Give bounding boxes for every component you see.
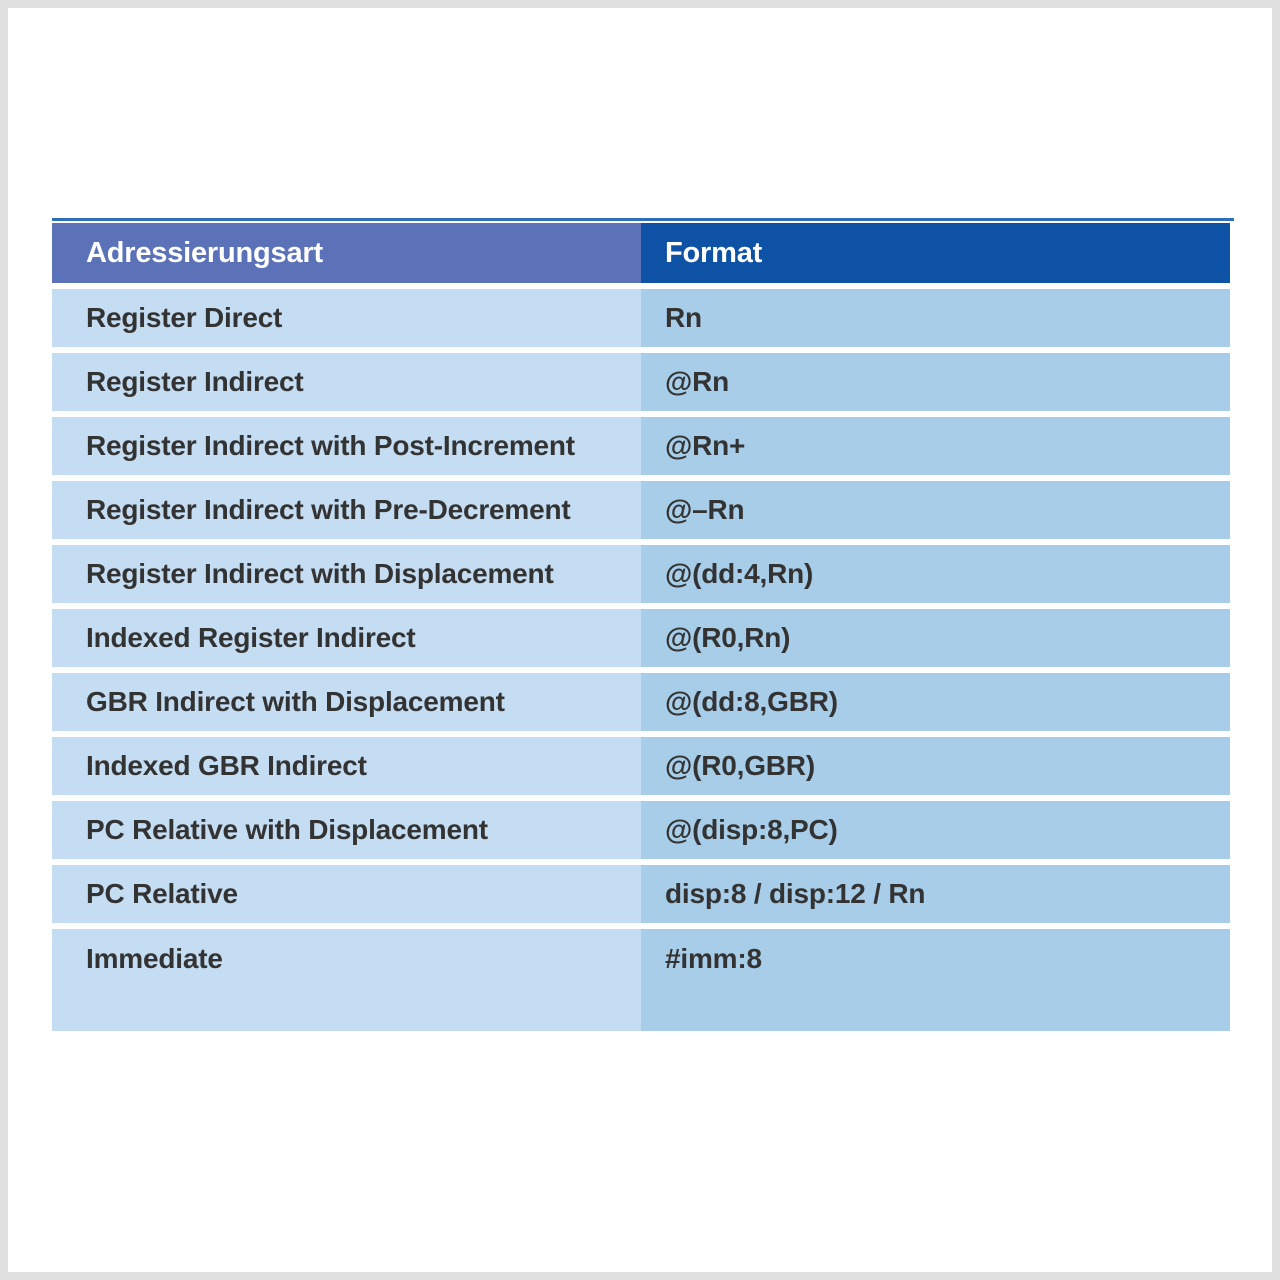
table-row: GBR Indirect with Displacement @(dd:8,GB… [52,673,1230,731]
table-row: Indexed GBR Indirect @(R0,GBR) [52,737,1230,795]
table-top-rule [52,218,1234,221]
table-row: Register Indirect @Rn [52,353,1230,411]
column-header-adressierungsart: Adressierungsart [52,223,641,283]
table-header-row: Adressierungsart Format [52,223,1230,283]
cell-format: @(R0,GBR) [641,737,1230,795]
table-row: Register Direct Rn [52,289,1230,347]
page-canvas: Adressierungsart Format Register Direct … [8,8,1272,1272]
cell-adressierungsart: Register Indirect with Displacement [52,545,641,603]
cell-format: disp:8 / disp:12 / Rn [641,865,1230,923]
cell-format: @(R0,Rn) [641,609,1230,667]
cell-adressierungsart: Register Direct [52,289,641,347]
table-row: PC Relative with Displacement @(disp:8,P… [52,801,1230,859]
cell-format: #imm:8 [641,929,1230,1031]
cell-format: @Rn+ [641,417,1230,475]
cell-adressierungsart: Register Indirect with Pre-Decrement [52,481,641,539]
table-row: Register Indirect with Post-Increment @R… [52,417,1230,475]
table-body: Register Direct Rn Register Indirect @Rn… [52,289,1230,1031]
cell-adressierungsart: Register Indirect with Post-Increment [52,417,641,475]
cell-adressierungsart: Indexed Register Indirect [52,609,641,667]
table-row: Immediate #imm:8 [52,929,1230,1031]
cell-adressierungsart: PC Relative [52,865,641,923]
addressing-modes-table: Adressierungsart Format Register Direct … [52,217,1230,1037]
cell-format: @(disp:8,PC) [641,801,1230,859]
cell-adressierungsart: PC Relative with Displacement [52,801,641,859]
table-row: Indexed Register Indirect @(R0,Rn) [52,609,1230,667]
table-row: Register Indirect with Displacement @(dd… [52,545,1230,603]
column-header-format: Format [641,223,1230,283]
addressing-modes-table-container: Adressierungsart Format Register Direct … [52,217,1234,1037]
cell-format: @(dd:4,Rn) [641,545,1230,603]
cell-format: Rn [641,289,1230,347]
cell-adressierungsart: GBR Indirect with Displacement [52,673,641,731]
table-header: Adressierungsart Format [52,223,1230,283]
table-row: PC Relative disp:8 / disp:12 / Rn [52,865,1230,923]
cell-adressierungsart: Indexed GBR Indirect [52,737,641,795]
cell-format: @(dd:8,GBR) [641,673,1230,731]
cell-format: @–Rn [641,481,1230,539]
cell-adressierungsart: Register Indirect [52,353,641,411]
cell-format: @Rn [641,353,1230,411]
cell-adressierungsart: Immediate [52,929,641,1031]
table-row: Register Indirect with Pre-Decrement @–R… [52,481,1230,539]
